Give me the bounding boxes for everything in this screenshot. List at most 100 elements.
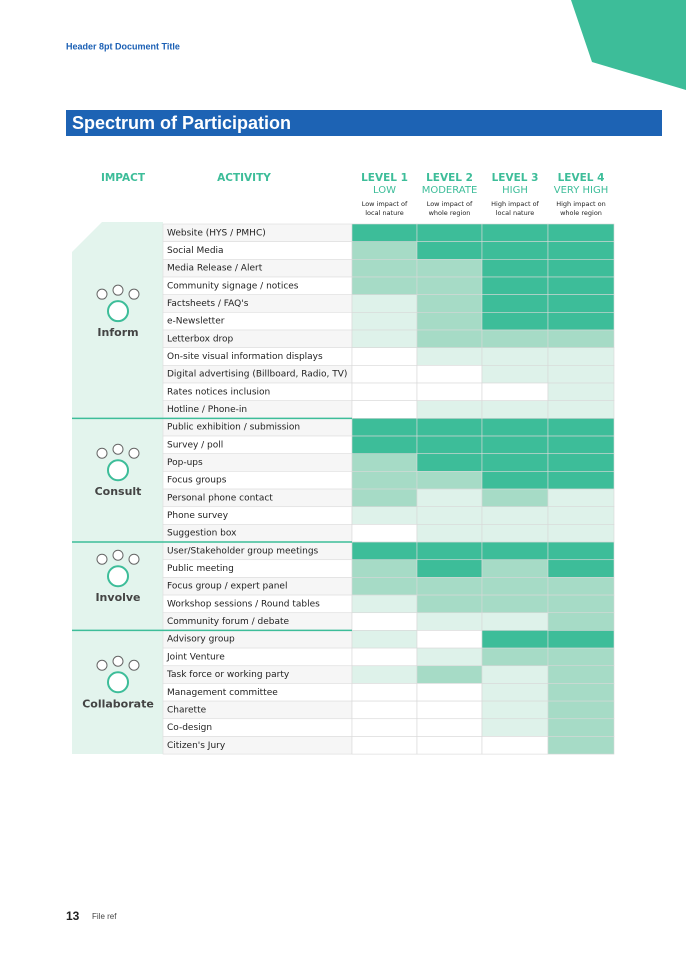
page-number: 13 bbox=[66, 909, 80, 923]
level-cell bbox=[416, 223, 483, 242]
level-cell bbox=[351, 700, 418, 720]
level-cell bbox=[351, 435, 418, 455]
level-cell bbox=[351, 647, 418, 667]
level-cell bbox=[416, 329, 483, 348]
activity: Community signage / notices bbox=[167, 281, 299, 291]
icon bbox=[112, 284, 124, 296]
level-label: LEVEL 4 bbox=[558, 172, 605, 184]
activity: Focus groups bbox=[167, 476, 227, 486]
level-cell bbox=[351, 630, 418, 649]
level-cell bbox=[416, 435, 483, 455]
level-cell bbox=[547, 577, 615, 596]
level-label: LEVEL 2 bbox=[426, 172, 473, 184]
icon bbox=[107, 671, 129, 694]
level-cell bbox=[547, 524, 615, 543]
group-name: Consult bbox=[95, 485, 142, 498]
file-ref: File ref bbox=[92, 912, 117, 921]
level-cell bbox=[351, 276, 418, 295]
level-cell bbox=[416, 718, 483, 737]
level-cell bbox=[351, 718, 418, 737]
activity: Charette bbox=[167, 705, 207, 715]
icon bbox=[96, 447, 108, 459]
level-cell bbox=[481, 382, 549, 401]
level-cell bbox=[416, 259, 483, 278]
level-cell bbox=[351, 453, 418, 472]
level-cell bbox=[416, 276, 483, 295]
icon bbox=[112, 549, 124, 561]
level-cell bbox=[481, 612, 549, 631]
level-cell bbox=[547, 630, 615, 649]
level-label: LEVEL 3 bbox=[492, 172, 539, 184]
level-cell bbox=[416, 683, 483, 702]
level-cell bbox=[481, 365, 549, 384]
level-cell bbox=[547, 471, 615, 490]
level-cell bbox=[351, 294, 418, 313]
activity: Factsheets / FAQ's bbox=[167, 299, 249, 309]
activity: Co-design bbox=[167, 723, 212, 733]
activity: Hotline / Phone-in bbox=[167, 405, 247, 415]
level-cell bbox=[416, 577, 483, 596]
level-cell bbox=[351, 488, 418, 508]
activity: Survey / poll bbox=[167, 440, 223, 450]
icon bbox=[128, 288, 140, 300]
icon bbox=[96, 288, 108, 300]
level-cell bbox=[351, 347, 418, 366]
icon bbox=[128, 659, 140, 671]
level-cell bbox=[481, 488, 549, 508]
level-cell bbox=[416, 647, 483, 667]
level-cell bbox=[351, 400, 418, 419]
level-cell bbox=[351, 329, 418, 348]
level-cell bbox=[547, 223, 615, 242]
level-cell bbox=[481, 223, 549, 242]
level-cell bbox=[547, 612, 615, 631]
level-cell bbox=[547, 488, 615, 508]
level-cell bbox=[481, 700, 549, 720]
level-cell bbox=[416, 594, 483, 614]
level-cell bbox=[481, 329, 549, 348]
level-cell bbox=[481, 718, 549, 737]
level-cell bbox=[547, 683, 615, 702]
level-desc: Low impact of bbox=[427, 200, 473, 208]
icon bbox=[96, 553, 108, 565]
level-cell bbox=[351, 259, 418, 278]
level-cell bbox=[416, 347, 483, 366]
icon bbox=[112, 443, 124, 455]
level-cell bbox=[351, 471, 418, 490]
level-cell bbox=[547, 294, 615, 313]
level-cell bbox=[416, 630, 483, 649]
level-cell bbox=[416, 365, 483, 384]
level-cell bbox=[547, 241, 615, 260]
level-cell bbox=[547, 435, 615, 455]
level-cell bbox=[547, 418, 615, 437]
activity: Personal phone contact bbox=[167, 493, 273, 503]
level-cell bbox=[351, 736, 418, 755]
level-cell bbox=[547, 736, 615, 755]
level-cell bbox=[416, 400, 483, 419]
activity: Suggestion box bbox=[167, 529, 237, 539]
activity: Phone survey bbox=[167, 511, 229, 521]
level-cell bbox=[351, 382, 418, 401]
level-cell bbox=[547, 541, 615, 561]
level-name: HIGH bbox=[502, 185, 528, 196]
corner-shape bbox=[571, 0, 686, 90]
level-cell bbox=[416, 700, 483, 720]
level-cell bbox=[481, 594, 549, 614]
level-cell bbox=[351, 365, 418, 384]
title-bar bbox=[66, 110, 662, 136]
level-desc: whole region bbox=[429, 209, 471, 217]
icon bbox=[128, 447, 140, 459]
activity: Social Media bbox=[167, 246, 224, 256]
activity: Website (HYS / PMHC) bbox=[167, 228, 266, 238]
level-desc: local nature bbox=[365, 209, 404, 217]
level-cell bbox=[416, 665, 483, 684]
level-cell bbox=[481, 647, 549, 667]
level-cell bbox=[351, 683, 418, 702]
level-cell bbox=[351, 559, 418, 578]
level-cell bbox=[351, 577, 418, 596]
level-cell bbox=[481, 559, 549, 578]
level-cell bbox=[416, 453, 483, 472]
level-cell bbox=[481, 400, 549, 419]
level-cell bbox=[547, 506, 615, 525]
level-cell bbox=[481, 418, 549, 437]
